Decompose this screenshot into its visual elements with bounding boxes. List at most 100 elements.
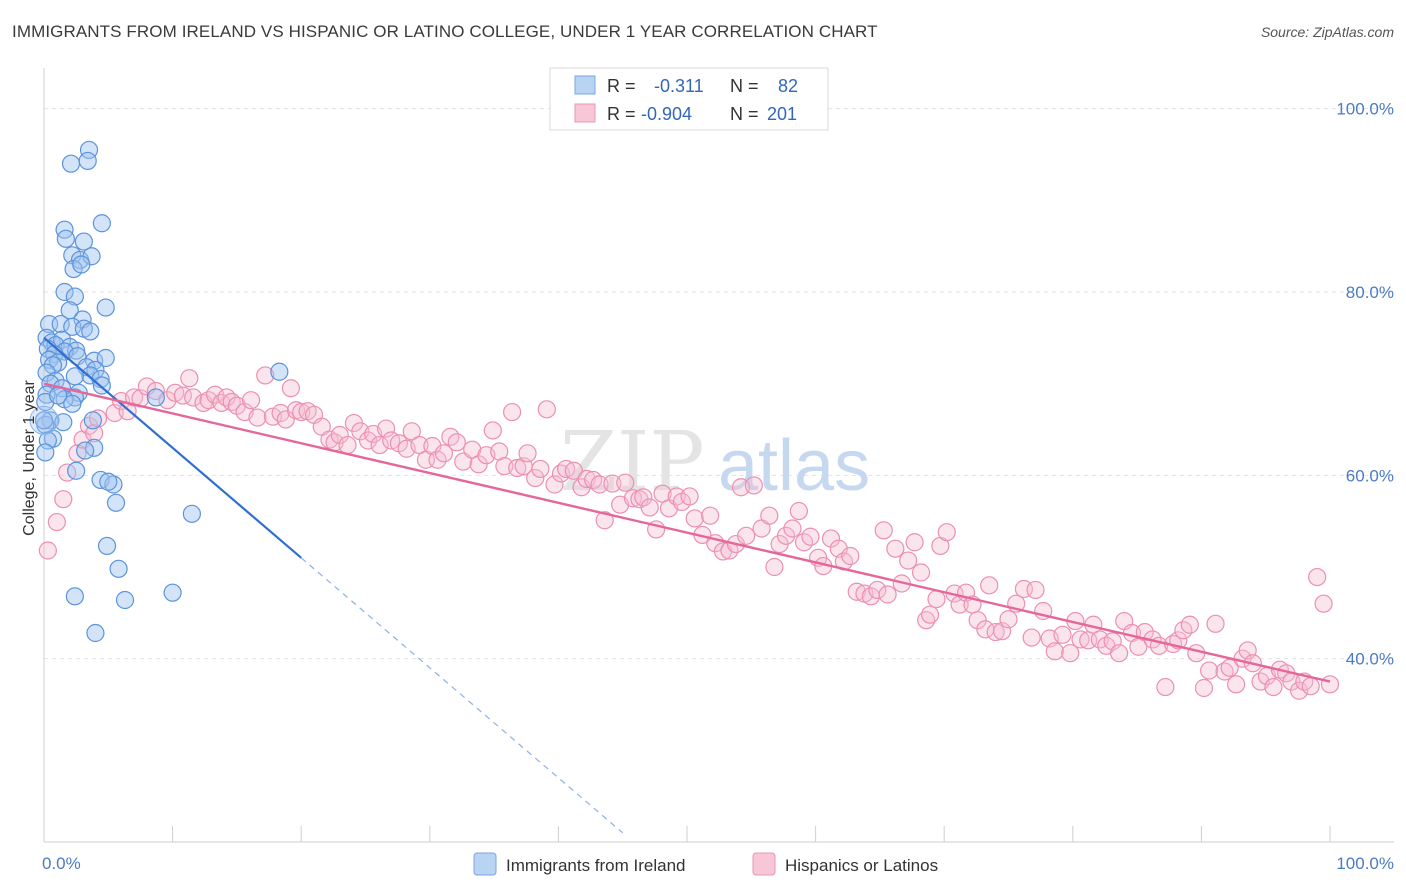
bottom-legend-swatch-pink: [752, 852, 776, 876]
ireland-point: [76, 441, 95, 460]
hispanic-point: [1022, 628, 1041, 647]
ireland-point: [97, 536, 117, 556]
hispanic-point: [680, 487, 699, 506]
hispanic-point: [434, 444, 454, 463]
trend-line-ireland: [43, 336, 302, 559]
legend-n-value-1: 82: [778, 76, 798, 96]
bottom-legend-label-hispanics: Hispanics or Latinos: [785, 856, 938, 875]
hispanic-point: [841, 546, 860, 566]
hispanic-point: [1200, 661, 1219, 680]
hispanic-point: [376, 419, 396, 438]
hispanic-point: [248, 408, 267, 427]
ireland-point: [163, 583, 182, 602]
bottom-legend-swatch-blue: [473, 852, 497, 876]
axes: [43, 68, 1394, 843]
hispanic-point: [518, 444, 537, 463]
hispanic-point: [905, 533, 924, 552]
hispanic-point: [868, 580, 887, 600]
ireland-point: [63, 317, 82, 336]
hispanic-point: [886, 539, 905, 558]
source-label: Source: ZipAtlas.com: [1260, 24, 1394, 40]
hispanic-point: [927, 589, 946, 609]
hispanic-point: [54, 490, 73, 509]
hispanic-point: [634, 488, 653, 507]
ireland-point: [270, 362, 289, 381]
top-legend: R = -0.311 N = 82 R = -0.904 N = 201: [549, 67, 829, 131]
hispanic-point: [256, 366, 275, 385]
hispanic-point: [737, 526, 756, 545]
y-tick-label: 60.0%: [1346, 466, 1394, 485]
hispanic-point: [483, 421, 502, 440]
hispanic-point: [899, 551, 918, 570]
bottom-legend: Immigrants from Ireland Hispanics or Lat…: [473, 852, 938, 876]
hispanic-point: [1045, 642, 1064, 661]
ireland-point: [72, 255, 91, 274]
hispanic-point: [564, 461, 583, 480]
ireland-point: [43, 356, 63, 375]
chart-title: IMMIGRANTS FROM IRELAND VS HISPANIC OR L…: [12, 22, 878, 41]
hispanic-point: [667, 487, 686, 506]
hispanic-point: [937, 523, 956, 542]
hispanic-point: [911, 563, 931, 582]
y-tick-label: 100.0%: [1336, 100, 1394, 119]
legend-n-label-2: N =: [730, 104, 759, 124]
hispanic-point: [124, 388, 144, 407]
ireland-point: [81, 322, 100, 341]
hispanic-point: [968, 611, 987, 630]
ireland-point: [96, 348, 115, 368]
watermark: ZIP atlas: [560, 415, 870, 510]
hispanic-point: [402, 422, 421, 441]
trend-line-hispanics: [43, 382, 1331, 683]
ireland-point: [65, 287, 84, 306]
hispanic-point: [765, 557, 784, 577]
ireland-point: [86, 623, 105, 643]
ireland-point: [92, 214, 111, 233]
ireland-point: [78, 151, 97, 171]
hispanic-point: [184, 388, 203, 407]
ireland-point: [56, 229, 75, 248]
hispanic-point: [241, 391, 261, 410]
ireland-point: [67, 461, 86, 480]
hispanic-point: [590, 475, 609, 494]
hispanic-point: [616, 473, 635, 492]
hispanic-point: [1109, 644, 1129, 663]
hispanic-point: [320, 430, 339, 449]
hispanic-point: [1227, 675, 1246, 694]
hispanic-point: [531, 459, 550, 479]
ireland-point: [115, 590, 135, 610]
x-tick-label-max: 100.0%: [1336, 854, 1394, 873]
hispanic-point: [1071, 630, 1090, 649]
ireland-point: [36, 443, 55, 462]
hispanic-point: [801, 527, 820, 546]
hispanic-point: [1156, 677, 1175, 697]
hispanic-point: [47, 512, 66, 532]
x-tick-label-min: 0.0%: [42, 854, 81, 873]
hispanic-point: [526, 468, 545, 488]
series-ireland-points: [29, 140, 289, 643]
hispanic-point: [1320, 675, 1340, 694]
ireland-point: [55, 282, 74, 302]
legend-r-label-2: R =: [607, 104, 636, 124]
ireland-point: [109, 559, 128, 578]
ireland-point: [38, 431, 57, 450]
legend-r-value-2: -0.904: [641, 104, 692, 124]
hispanic-point: [980, 576, 999, 595]
trend-line-ireland-extension: [300, 557, 624, 834]
ireland-point: [74, 232, 93, 251]
hispanic-point: [545, 475, 564, 494]
hispanic-point: [38, 541, 57, 560]
hispanic-point: [1290, 681, 1309, 700]
y-axis-label: College, Under 1 year: [21, 380, 38, 536]
hispanic-point: [447, 433, 466, 452]
hispanic-point: [1301, 677, 1320, 696]
hispanic-point: [760, 506, 779, 525]
ireland-point: [83, 411, 102, 430]
y-tick-label: 40.0%: [1346, 650, 1394, 669]
hispanic-point: [999, 610, 1018, 629]
hispanic-point: [789, 501, 808, 521]
watermark-atlas: atlas: [718, 426, 870, 506]
series-hispanics-points: [38, 366, 1340, 700]
ireland-point: [96, 298, 115, 317]
hispanic-point: [701, 506, 720, 525]
hispanic-point: [503, 402, 522, 422]
